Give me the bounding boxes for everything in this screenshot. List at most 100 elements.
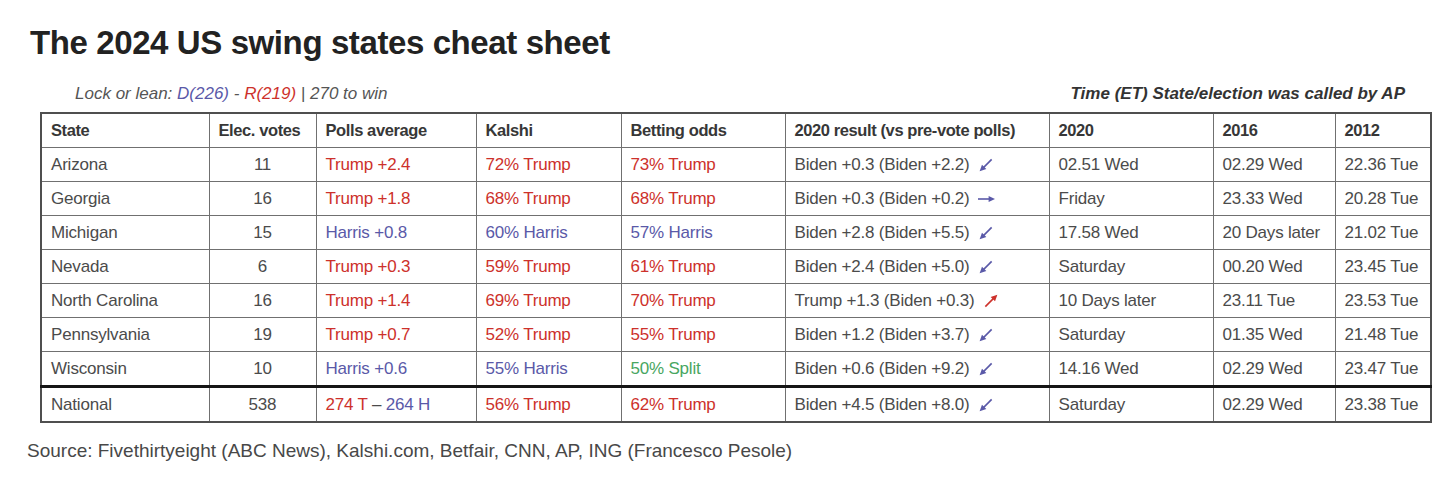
cell-polls-average: Trump +1.4 [316,284,476,318]
column-header: 2012 [1335,113,1431,148]
cell-time-2016: 02.29 Wed [1213,387,1335,423]
cell-polls-average: 274 T – 264 H [316,387,476,423]
table-row: Michigan15Harris +0.860% Harris57% Harri… [41,216,1431,250]
column-header: Betting odds [621,113,785,148]
cell-betting-odds: 68% Trump [621,182,785,216]
ap-call-time-note: Time (ET) State/election was called by A… [1071,84,1405,104]
cell-betting-odds: 50% Split [621,352,785,387]
cell-2020-result: Biden +1.2 (Biden +3.7) [785,318,1049,352]
table-row: Nevada6Trump +0.359% Trump61% TrumpBiden… [41,250,1431,284]
cell-kalshi: 56% Trump [476,387,621,423]
cell-time-2012: 23.45 Tue [1335,250,1431,284]
cell-2020-result: Trump +1.3 (Biden +0.3) [785,284,1049,318]
cell-betting-odds: 62% Trump [621,387,785,423]
cell-time-2016: 23.33 Wed [1213,182,1335,216]
cell-time-2020: Friday [1049,182,1213,216]
table-row: Wisconsin10Harris +0.655% Harris50% Spli… [41,352,1431,387]
cell-betting-odds: 73% Trump [621,148,785,182]
cell-elec-votes: 16 [209,284,316,318]
cell-2020-result: Biden +0.3 (Biden +0.2) [785,182,1049,216]
table-row: National538274 T – 264 H56% Trump62% Tru… [41,387,1431,423]
cell-2020-result: Biden +4.5 (Biden +8.0) [785,387,1049,423]
cell-state: Arizona [41,148,209,182]
cell-elec-votes: 15 [209,216,316,250]
cell-state: Michigan [41,216,209,250]
page-title: The 2024 US swing states cheat sheet [30,24,610,62]
cell-betting-odds: 70% Trump [621,284,785,318]
subheader: Lock or lean: D(226) - R(219) | 270 to w… [75,84,1405,104]
cell-time-2016: 00.20 Wed [1213,250,1335,284]
cell-kalshi: 72% Trump [476,148,621,182]
column-header: 2020 [1049,113,1213,148]
cell-state: National [41,387,209,423]
lock-or-lean-note: Lock or lean: D(226) - R(219) | 270 to w… [75,84,387,104]
cell-kalshi: 59% Trump [476,250,621,284]
cell-time-2016: 20 Days later [1213,216,1335,250]
cell-kalshi: 69% Trump [476,284,621,318]
trend-right-icon [976,189,996,209]
lock-or-lean-prefix: Lock or lean: [75,84,177,103]
cell-elec-votes: 16 [209,182,316,216]
cell-time-2016: 02.29 Wed [1213,148,1335,182]
table-row: Pennsylvania19Trump +0.752% Trump55% Tru… [41,318,1431,352]
dem-electoral-count: D(226) [177,84,229,103]
cell-time-2020: Saturday [1049,318,1213,352]
cell-time-2012: 23.47 Tue [1335,352,1431,387]
cell-polls-average: Harris +0.6 [316,352,476,387]
cell-polls-average: Trump +2.4 [316,148,476,182]
cell-time-2012: 22.36 Tue [1335,148,1431,182]
trend-down-left-icon [976,155,996,175]
trend-down-left-icon [976,359,996,379]
cell-state: Nevada [41,250,209,284]
cell-2020-result: Biden +2.8 (Biden +5.5) [785,216,1049,250]
trend-down-left-icon [976,395,996,415]
cell-time-2016: 23.11 Tue [1213,284,1335,318]
cell-polls-average: Harris +0.8 [316,216,476,250]
cell-time-2012: 23.38 Tue [1335,387,1431,423]
table-row: North Carolina16Trump +1.469% Trump70% T… [41,284,1431,318]
cell-elec-votes: 6 [209,250,316,284]
swing-states-table: StateElec. votesPolls averageKalshiBetti… [40,112,1432,423]
column-header: Elec. votes [209,113,316,148]
trend-down-left-icon [976,223,996,243]
cell-elec-votes: 10 [209,352,316,387]
table-row: Arizona11Trump +2.472% Trump73% TrumpBid… [41,148,1431,182]
cell-polls-average: Trump +0.3 [316,250,476,284]
table-row: Georgia16Trump +1.868% Trump68% TrumpBid… [41,182,1431,216]
cell-time-2016: 01.35 Wed [1213,318,1335,352]
column-header: 2016 [1213,113,1335,148]
cell-kalshi: 52% Trump [476,318,621,352]
cell-2020-result: Biden +0.6 (Biden +9.2) [785,352,1049,387]
cell-2020-result: Biden +2.4 (Biden +5.0) [785,250,1049,284]
cell-state: Wisconsin [41,352,209,387]
cell-betting-odds: 55% Trump [621,318,785,352]
cell-time-2012: 20.28 Tue [1335,182,1431,216]
lock-or-lean-separator: - [229,84,244,103]
trend-down-left-icon [976,325,996,345]
cell-state: Georgia [41,182,209,216]
cell-time-2020: 17.58 Wed [1049,216,1213,250]
cell-time-2020: 10 Days later [1049,284,1213,318]
cell-2020-result: Biden +0.3 (Biden +2.2) [785,148,1049,182]
cell-kalshi: 68% Trump [476,182,621,216]
cell-kalshi: 55% Harris [476,352,621,387]
column-header: Kalshi [476,113,621,148]
trend-down-left-icon [976,257,996,277]
trend-up-right-icon [981,291,1001,311]
cell-polls-average: Trump +1.8 [316,182,476,216]
cell-polls-average: Trump +0.7 [316,318,476,352]
column-header: State [41,113,209,148]
header-row: StateElec. votesPolls averageKalshiBetti… [41,113,1431,148]
cell-time-2020: 02.51 Wed [1049,148,1213,182]
table-body: Arizona11Trump +2.472% Trump73% TrumpBid… [41,148,1431,423]
cell-time-2016: 02.29 Wed [1213,352,1335,387]
cell-time-2020: Saturday [1049,250,1213,284]
cell-state: Pennsylvania [41,318,209,352]
source-note: Source: Fivethirtyeight (ABC News), Kals… [27,440,792,462]
cell-kalshi: 60% Harris [476,216,621,250]
column-header: Polls average [316,113,476,148]
rep-electoral-count: R(219) [244,84,296,103]
column-header: 2020 result (vs pre-vote polls) [785,113,1049,148]
cell-state: North Carolina [41,284,209,318]
cell-elec-votes: 11 [209,148,316,182]
